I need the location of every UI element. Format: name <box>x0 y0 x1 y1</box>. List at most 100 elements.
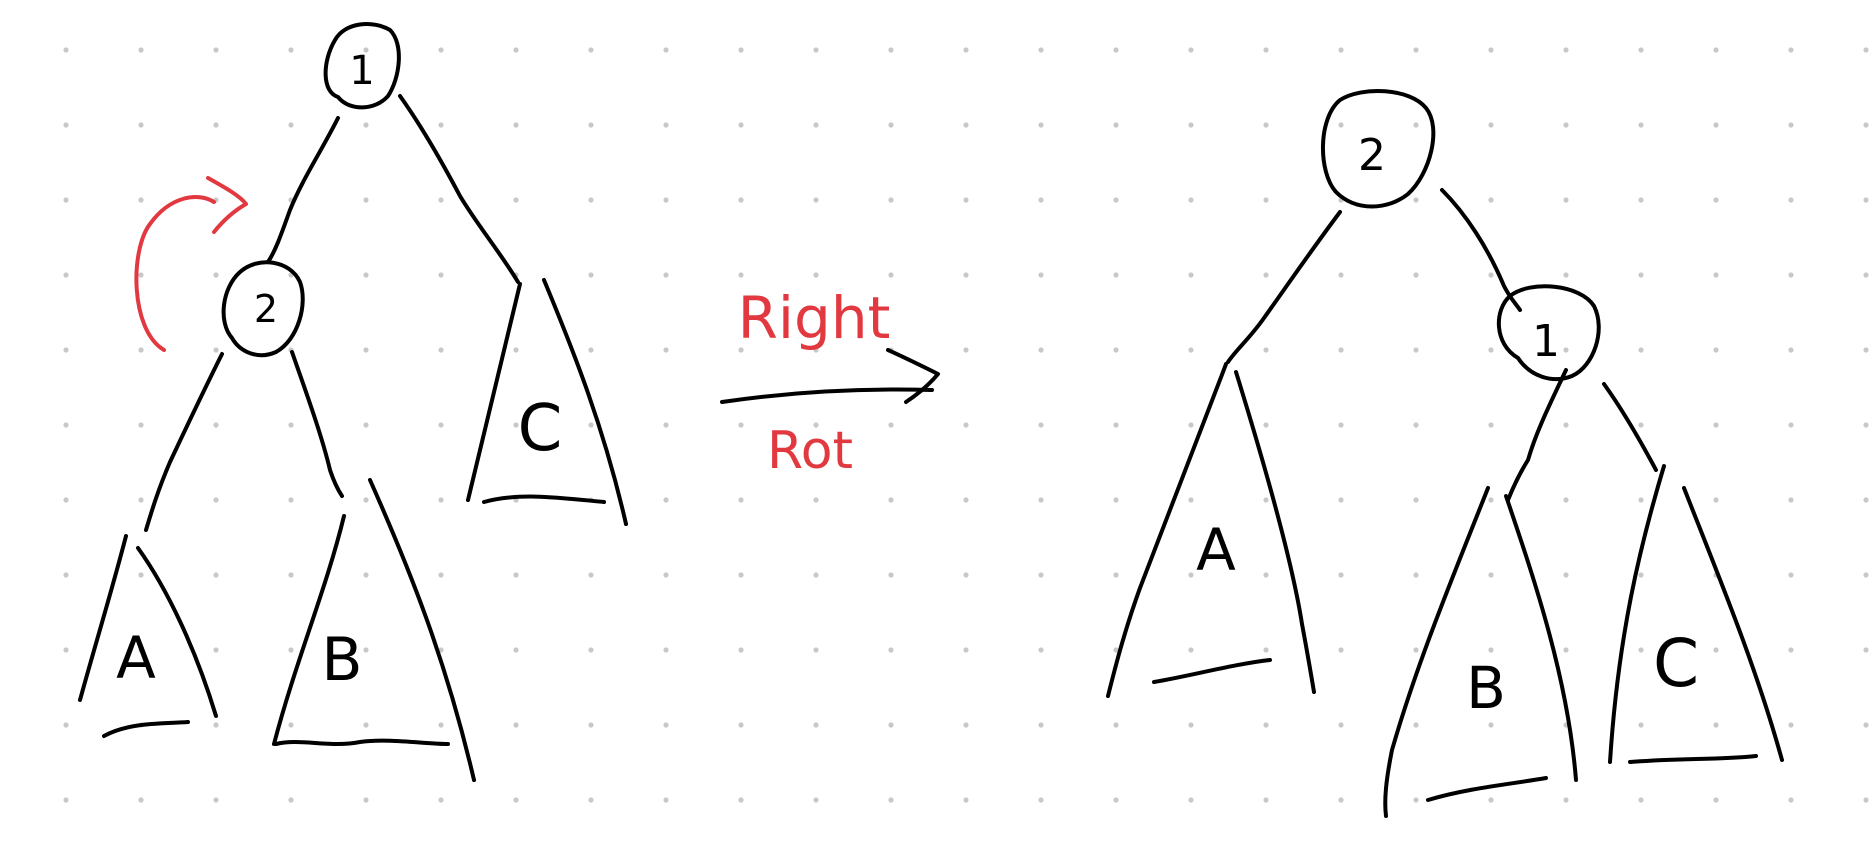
grid-dot <box>888 722 894 728</box>
rotation-arrow <box>134 176 248 352</box>
grid-dot <box>1563 197 1569 203</box>
grid-dot <box>438 347 444 353</box>
grid-dot <box>213 497 219 503</box>
grid-dot <box>1413 347 1419 353</box>
before-subtree-C-label: C <box>518 392 563 466</box>
grid-dot <box>813 422 819 428</box>
after-right-label: 1 <box>1532 316 1560 367</box>
grid-dot <box>588 197 594 203</box>
after-subtree-C-label: C <box>1653 625 1699 702</box>
grid-dot <box>1038 422 1044 428</box>
grid-dot <box>138 572 144 578</box>
grid-dot <box>438 122 444 128</box>
grid-dot <box>1188 647 1194 653</box>
grid-dot <box>438 572 444 578</box>
grid-dot <box>1638 122 1644 128</box>
grid-dot <box>963 722 969 728</box>
grid-dot <box>1188 347 1194 353</box>
grid-dot <box>138 797 144 803</box>
grid-dot <box>663 197 669 203</box>
grid-dot <box>363 47 369 53</box>
grid-dot <box>738 797 744 803</box>
grid-dot <box>813 797 819 803</box>
grid-dot <box>1113 797 1119 803</box>
grid-dot <box>1413 197 1419 203</box>
after-subtree-A-label: A <box>1196 516 1236 584</box>
grid-dot <box>288 572 294 578</box>
grid-dot <box>1788 197 1794 203</box>
grid-dot <box>363 797 369 803</box>
grid-dot <box>363 347 369 353</box>
grid-dot <box>1263 497 1269 503</box>
grid-dot <box>513 197 519 203</box>
grid-dot <box>1413 47 1419 53</box>
grid-dot <box>588 122 594 128</box>
grid-dot <box>888 122 894 128</box>
grid-dot <box>963 347 969 353</box>
grid-dot <box>438 47 444 53</box>
grid-dot <box>1563 497 1569 503</box>
operation-line2: Rot <box>767 421 853 481</box>
grid-dot <box>1638 272 1644 278</box>
grid-dot <box>363 572 369 578</box>
grid-dot <box>963 422 969 428</box>
grid-dot <box>438 497 444 503</box>
grid-dot <box>1263 422 1269 428</box>
grid-dot <box>663 122 669 128</box>
grid-dot <box>1263 647 1269 653</box>
operation-arrow-line <box>720 387 934 404</box>
grid-dot <box>963 47 969 53</box>
grid-dot <box>1638 47 1644 53</box>
grid-dot <box>438 422 444 428</box>
grid-dot <box>1713 272 1719 278</box>
grid-dot <box>1488 122 1494 128</box>
grid-dot <box>1413 797 1419 803</box>
grid-dot <box>1188 197 1194 203</box>
grid-dot <box>138 647 144 653</box>
grid-dot <box>1113 722 1119 728</box>
operation-line1: Right <box>738 284 891 352</box>
grid-dot <box>1413 272 1419 278</box>
before-edge-root-right <box>398 94 520 284</box>
grid-dot <box>1113 422 1119 428</box>
grid-dot <box>813 47 819 53</box>
grid-dot <box>1113 347 1119 353</box>
grid-dot <box>1113 122 1119 128</box>
grid-dot <box>213 47 219 53</box>
grid-dot <box>513 647 519 653</box>
grid-dot <box>1263 47 1269 53</box>
grid-dot <box>288 797 294 803</box>
after-subtree-C: C <box>1608 464 1784 764</box>
grid-dot <box>1338 347 1344 353</box>
grid-dot <box>1188 797 1194 803</box>
grid-dot <box>1488 422 1494 428</box>
grid-dot <box>1788 422 1794 428</box>
grid-dot <box>1638 572 1644 578</box>
grid-dot <box>438 797 444 803</box>
grid-dot <box>963 197 969 203</box>
grid-dot <box>588 422 594 428</box>
grid-dot <box>888 272 894 278</box>
grid-dot <box>1638 197 1644 203</box>
grid-dot <box>1338 722 1344 728</box>
grid-dot <box>1113 572 1119 578</box>
after-edge-right-C <box>1602 382 1658 472</box>
grid-dot <box>888 422 894 428</box>
grid-dot <box>1563 647 1569 653</box>
grid-dot <box>1563 797 1569 803</box>
grid-dot <box>1488 272 1494 278</box>
grid-dot <box>813 347 819 353</box>
grid-dot <box>438 197 444 203</box>
grid-dot <box>363 647 369 653</box>
before-edge-root-left <box>266 116 340 264</box>
grid-dot <box>663 572 669 578</box>
grid-dot <box>1863 647 1869 653</box>
grid-dot <box>588 722 594 728</box>
grid-dot <box>1863 197 1869 203</box>
grid-dot <box>1863 122 1869 128</box>
grid-dot <box>1263 272 1269 278</box>
grid-dot <box>1038 122 1044 128</box>
grid-dot <box>738 722 744 728</box>
grid-dot <box>738 497 744 503</box>
before-edge-left-A <box>144 352 224 532</box>
